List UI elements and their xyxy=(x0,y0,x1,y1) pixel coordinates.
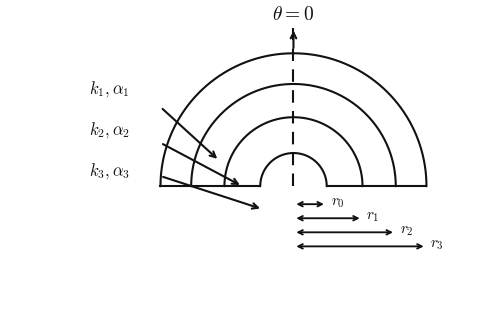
Text: $\theta = 0$: $\theta = 0$ xyxy=(272,5,314,24)
Text: $r_3$: $r_3$ xyxy=(430,237,444,252)
Text: $r_2$: $r_2$ xyxy=(400,223,413,238)
Text: $k_1, \alpha_1$: $k_1, \alpha_1$ xyxy=(89,79,130,99)
Text: $r_1$: $r_1$ xyxy=(366,209,380,224)
Text: $k_2, \alpha_2$: $k_2, \alpha_2$ xyxy=(89,120,130,140)
Text: $k_3, \alpha_3$: $k_3, \alpha_3$ xyxy=(89,161,130,181)
Text: $r_0$: $r_0$ xyxy=(330,195,344,210)
